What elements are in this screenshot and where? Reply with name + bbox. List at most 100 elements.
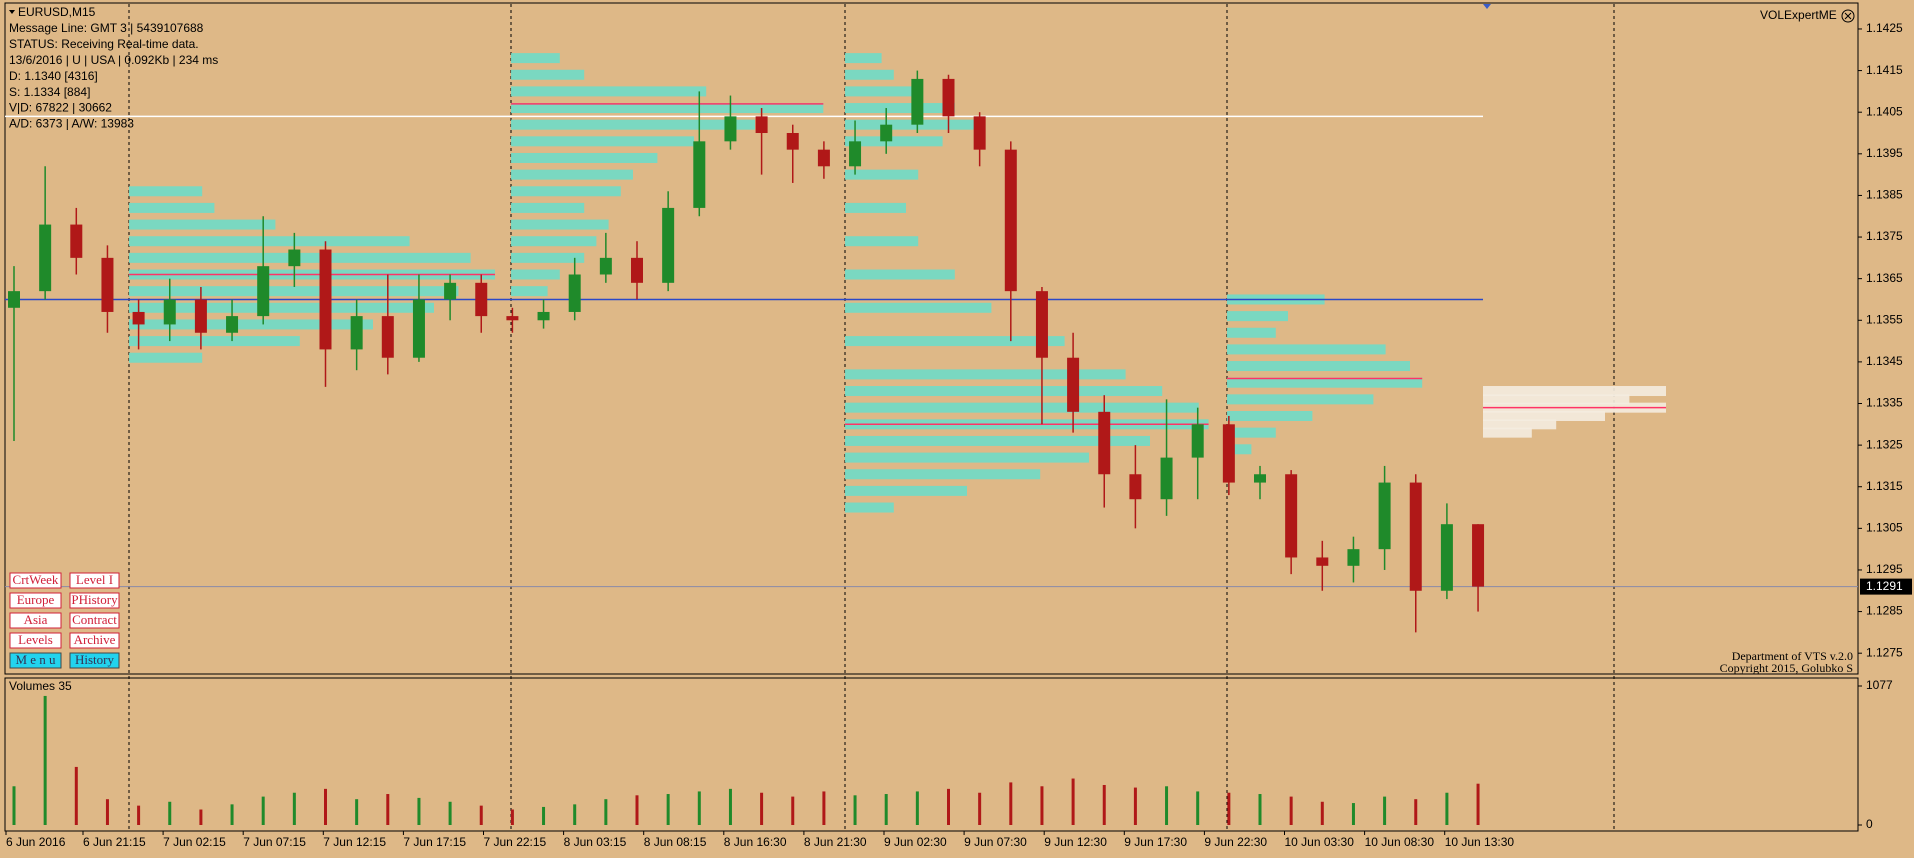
panel-button[interactable]: M e n u [9,652,62,669]
volume-bar [1009,782,1013,825]
volume-bar [1289,796,1293,825]
indicator-name: VOLExpertME [1760,8,1837,22]
candle-body [1067,357,1080,412]
button-frame [69,612,120,629]
candle-body [101,257,114,312]
profile-bar [845,202,906,213]
button-label: History [75,652,115,667]
candle-body [1347,549,1360,566]
profile-bar [845,269,955,280]
profile-bar [129,236,410,247]
profile-bar [511,86,707,97]
panel-button[interactable]: History [69,652,120,669]
profile-bar [129,186,203,197]
x-tick-label: 7 Jun 17:15 [403,835,466,849]
profile-bar [845,302,992,313]
profile-bar [511,202,585,213]
footer-line: Department of VTS v.2.0 [1732,649,1853,663]
candle-body [786,133,799,150]
candle-body [1035,291,1048,358]
current-price-box [1860,578,1912,595]
status-line: A/D: 6373 | A/W: 13983 [9,117,134,131]
volume-bar [604,799,608,825]
x-tick-label: 8 Jun 21:30 [804,835,867,849]
button-frame [9,572,62,589]
y-tick-label: 1.1345 [1866,354,1903,368]
candle-body [319,249,332,350]
candle-body [911,78,924,125]
profile-bar [845,502,894,513]
profile-bar [845,169,919,180]
candle-body [1160,457,1173,500]
y-tick-label: 1.1335 [1866,396,1903,410]
y-tick-label: 1.1305 [1866,521,1903,535]
x-tick-label: 7 Jun 12:15 [323,835,386,849]
profile-bar [1227,361,1410,372]
volume-bar [1040,786,1044,825]
profile-bar [511,53,560,64]
candle-body [194,299,207,333]
panel-button[interactable]: Asia [9,612,62,629]
profile-bar [511,152,658,163]
panel-button[interactable]: Level I [69,572,120,589]
candle-body [39,224,52,292]
candle-body [1004,149,1017,292]
status-line: Message Line: GMT 3 | 5439107688 [9,21,204,35]
panel-button[interactable]: Levels [9,632,62,649]
volume-bar [853,795,857,825]
panel-button[interactable]: Contract [69,612,120,629]
profile-bar [511,269,560,280]
close-indicator[interactable] [1841,9,1855,23]
candle-body [506,316,519,321]
candle-body [537,311,550,321]
panel-button[interactable]: CrtWeek [9,572,62,589]
volume-bar [479,805,483,825]
button-frame [69,592,120,609]
profile-bar [1483,394,1630,405]
profile-bar [1227,377,1423,388]
panel-button[interactable]: PHistory [69,592,120,609]
status-line: D: 1.1340 [4316] [9,69,98,83]
panel-button[interactable]: Archive [69,632,120,649]
button-frame [9,592,62,609]
y-tick-label: 1.1375 [1866,229,1903,243]
profile-bar [845,336,1065,347]
volume-bar [261,796,265,825]
profile-bar [845,386,1163,397]
x-tick-label: 8 Jun 16:30 [724,835,787,849]
candle-body [1378,482,1391,550]
x-tick-label: 9 Jun 12:30 [1044,835,1107,849]
profile-bar [511,103,824,114]
volume-bar [12,786,16,825]
candle-body [257,266,270,317]
y-tick-label: 1.1395 [1866,146,1903,160]
candle-body [350,316,363,350]
profile-bar [1227,444,1252,455]
profile-bar [129,302,434,313]
main-pane [4,2,1859,675]
candle-body [1472,524,1485,587]
volume-bar [168,801,172,825]
profile-bar [845,69,894,80]
candle-body [599,257,612,275]
panel-button[interactable]: Europe [9,592,62,609]
button-label: Archive [74,632,116,647]
candle-body [973,116,986,150]
button-label: M e n u [15,652,56,667]
profile-bar [511,136,694,147]
candle-body [817,149,830,167]
status-line: 13/6/2016 | U | USA | 0.092Kb | 234 ms [9,53,218,67]
candle-body [631,257,643,283]
volume-bar [978,792,982,825]
volume-bar [542,806,546,825]
x-tick-label: 9 Jun 02:30 [884,835,947,849]
volume-bar [417,797,421,825]
profile-bar [129,319,373,330]
profile-bar [845,236,919,247]
volume-bar [697,791,701,825]
volume-bar [137,805,141,825]
candle-body [444,282,457,300]
volume-bar [635,795,639,825]
volume-bar [386,794,390,825]
